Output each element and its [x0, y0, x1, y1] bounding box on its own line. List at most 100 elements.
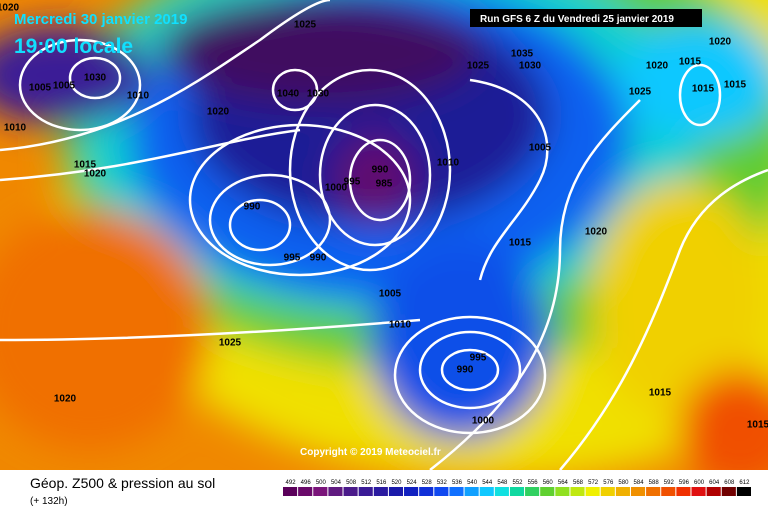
- isobar-label: 1010: [4, 123, 27, 134]
- legend-swatch: [479, 487, 494, 496]
- isobar-label: 1025: [219, 338, 242, 349]
- isobar-label: 1015: [747, 420, 768, 431]
- legend-swatch: [570, 487, 585, 496]
- isobar-label: 1005: [29, 83, 52, 94]
- legend-swatch: [509, 487, 525, 496]
- legend-label: 560: [543, 480, 554, 486]
- legend-label: 556: [528, 480, 539, 486]
- legend-label: 584: [634, 480, 645, 486]
- legend-label: 552: [512, 480, 523, 486]
- isobar-label: 1035: [511, 49, 534, 60]
- legend-label: 532: [437, 480, 448, 486]
- isobar-label: 1030: [84, 73, 107, 84]
- isobar-label: 1020: [84, 169, 107, 180]
- isobar-label: 985: [376, 179, 393, 190]
- legend-label: 516: [376, 480, 387, 486]
- legend-swatch: [434, 487, 449, 496]
- legend-swatch: [600, 487, 615, 496]
- legend-label: 576: [603, 480, 614, 486]
- isobar-label: 1015: [724, 80, 747, 91]
- legend-label: 500: [316, 480, 327, 486]
- footer-lead: (+ 132h): [30, 496, 68, 507]
- color-legend: 492 496 500 504 508 512 516 520 524 528 532 536 540 5…: [283, 480, 751, 496]
- legend-swatch: [691, 487, 706, 496]
- isobar-label: 1015: [679, 57, 702, 68]
- isobar-label: 1015: [74, 160, 97, 171]
- legend-label: 536: [452, 480, 463, 486]
- legend-label: 504: [331, 480, 342, 486]
- legend-label: 592: [664, 480, 675, 486]
- legend-label: 604: [709, 480, 720, 486]
- isobar-label: 1020: [646, 61, 669, 72]
- isobar-label: 1020: [0, 3, 20, 14]
- legend-label: 588: [649, 480, 660, 486]
- isobar-label: 1020: [585, 227, 608, 238]
- legend-label: 492: [286, 480, 297, 486]
- legend-label: 548: [497, 480, 508, 486]
- legend-label: 564: [558, 480, 569, 486]
- isobar-label: 990: [310, 253, 327, 264]
- isobar-label: 995: [284, 253, 301, 264]
- legend-label: 612: [739, 480, 750, 486]
- legend-swatch: [646, 487, 661, 496]
- isobar-label: 1010: [389, 320, 412, 331]
- run-label: Run GFS 6 Z du Vendredi 25 janvier 2019: [480, 14, 674, 25]
- date-label: Mercredi 30 janvier 2019: [14, 11, 187, 28]
- isobar-label: 1025: [294, 20, 317, 31]
- isobar-label: 995: [344, 177, 361, 188]
- legend-label: 600: [694, 480, 705, 486]
- legend-swatch: [358, 487, 373, 496]
- isobar-label: 1015: [649, 388, 672, 399]
- isobar-label: 1025: [467, 61, 490, 72]
- legend-label: 528: [422, 480, 433, 486]
- legend-label: 524: [407, 480, 418, 486]
- legend-swatch: [630, 487, 646, 496]
- legend-swatch: [525, 487, 540, 496]
- legend-swatch: [540, 487, 555, 496]
- isobar-label: 1030: [307, 89, 330, 100]
- isobar-labels: 1025102010051005103010101010102010401030…: [0, 3, 768, 431]
- legend-swatch: [419, 487, 434, 496]
- isobar-label: 1010: [437, 158, 460, 169]
- legend-label: 540: [467, 480, 478, 486]
- footer-title: Géop. Z500 & pression au sol: [30, 475, 215, 491]
- legend-swatch: [736, 487, 751, 496]
- legend-swatch: [615, 487, 630, 496]
- legend-swatch: [585, 487, 600, 496]
- isobar-label: 1040: [277, 89, 300, 100]
- copyright: Copyright © 2019 Meteociel.fr: [300, 447, 441, 458]
- isobar-label: 1000: [472, 416, 495, 427]
- isobar-label: 990: [244, 202, 261, 213]
- isobar-label: 990: [457, 365, 474, 376]
- isobar-label: 995: [470, 353, 487, 364]
- legend-swatch: [449, 487, 464, 496]
- legend-swatch: [343, 487, 358, 496]
- isobar-label: 1015: [509, 238, 532, 249]
- isobar-label: 1015: [692, 84, 715, 95]
- isobar-label: 1005: [53, 81, 76, 92]
- isobar-label: 1005: [529, 143, 552, 154]
- legend-swatch: [721, 487, 736, 496]
- legend-label: 512: [361, 480, 372, 486]
- legend-swatch: [676, 487, 691, 496]
- isobar-label: 1000: [325, 183, 348, 194]
- isobar-label: 1005: [379, 289, 402, 300]
- legend-swatch: [313, 487, 328, 496]
- legend-label: 508: [346, 480, 357, 486]
- isobar-label: 1020: [54, 394, 77, 405]
- legend-swatch: [298, 487, 313, 496]
- legend-swatch: [555, 487, 570, 496]
- legend-label: 496: [301, 480, 312, 486]
- legend-label: 544: [482, 480, 493, 486]
- legend-swatch: [283, 487, 298, 496]
- isobar-label: 1010: [127, 91, 150, 102]
- isobar-label: 1020: [207, 107, 230, 118]
- legend-swatch: [661, 487, 676, 496]
- legend-label: 596: [679, 480, 690, 486]
- legend-label: 568: [573, 480, 584, 486]
- legend-label: 520: [391, 480, 402, 486]
- isobar-label: 1030: [519, 61, 542, 72]
- isobar-lines: [0, 0, 768, 470]
- run-box: [470, 9, 702, 27]
